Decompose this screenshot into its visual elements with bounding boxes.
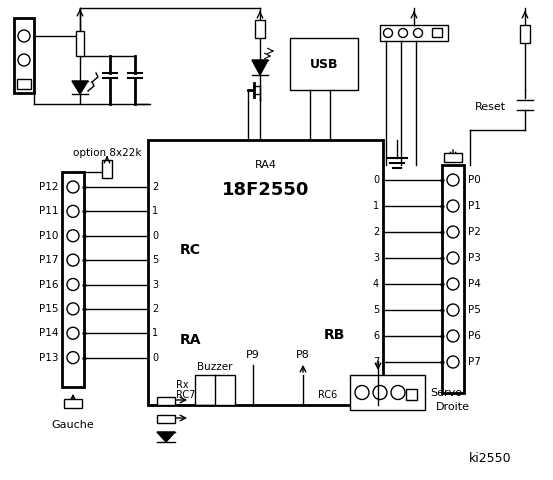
Text: 3: 3 bbox=[373, 253, 379, 263]
Bar bbox=[62, 172, 84, 387]
Text: P2: P2 bbox=[468, 227, 481, 237]
Text: RC6: RC6 bbox=[318, 390, 337, 400]
Text: RC7: RC7 bbox=[176, 390, 195, 400]
Text: P4: P4 bbox=[468, 279, 481, 289]
Text: 1: 1 bbox=[373, 201, 379, 211]
Text: 1: 1 bbox=[152, 328, 158, 338]
Text: P11: P11 bbox=[39, 206, 58, 216]
Text: USB: USB bbox=[310, 58, 338, 71]
Text: 5: 5 bbox=[152, 255, 158, 265]
Text: Droite: Droite bbox=[436, 402, 470, 412]
Bar bbox=[102, 160, 112, 178]
Text: P17: P17 bbox=[39, 255, 58, 265]
Text: P6: P6 bbox=[468, 331, 481, 341]
Bar bbox=[350, 375, 425, 410]
Text: P0: P0 bbox=[468, 175, 481, 185]
Text: P7: P7 bbox=[468, 357, 481, 367]
Bar bbox=[157, 397, 175, 405]
Text: 3: 3 bbox=[152, 279, 158, 289]
Text: option 8x22k: option 8x22k bbox=[73, 148, 141, 158]
Text: RB: RB bbox=[324, 328, 345, 342]
Bar bbox=[148, 140, 383, 405]
Bar bbox=[255, 20, 265, 38]
Text: RA: RA bbox=[180, 333, 201, 347]
Text: 0: 0 bbox=[152, 231, 158, 241]
Bar bbox=[380, 25, 448, 41]
Text: Reset: Reset bbox=[474, 102, 505, 112]
Text: P15: P15 bbox=[39, 304, 58, 314]
Text: 0: 0 bbox=[373, 175, 379, 185]
Text: P14: P14 bbox=[39, 328, 58, 338]
Text: 5: 5 bbox=[373, 305, 379, 315]
Bar bbox=[17, 79, 31, 89]
Bar bbox=[64, 399, 82, 408]
Text: RA4: RA4 bbox=[254, 160, 276, 170]
Text: P5: P5 bbox=[468, 305, 481, 315]
Polygon shape bbox=[157, 432, 175, 442]
Text: Buzzer: Buzzer bbox=[197, 362, 233, 372]
Text: 4: 4 bbox=[373, 279, 379, 289]
Text: 0: 0 bbox=[152, 353, 158, 362]
Text: Gauche: Gauche bbox=[51, 420, 95, 430]
Text: P9: P9 bbox=[246, 350, 260, 360]
Text: P1: P1 bbox=[468, 201, 481, 211]
Text: 2: 2 bbox=[152, 182, 158, 192]
Text: P8: P8 bbox=[296, 350, 310, 360]
Text: 1: 1 bbox=[152, 206, 158, 216]
Text: Rx: Rx bbox=[176, 380, 189, 390]
Text: P3: P3 bbox=[468, 253, 481, 263]
Text: 2: 2 bbox=[152, 304, 158, 314]
Text: 6: 6 bbox=[373, 331, 379, 341]
Text: 18F2550: 18F2550 bbox=[222, 181, 309, 199]
Text: 2: 2 bbox=[373, 227, 379, 237]
Text: RC: RC bbox=[180, 243, 201, 257]
Bar bbox=[520, 25, 530, 43]
Bar bbox=[442, 165, 464, 393]
Polygon shape bbox=[72, 81, 88, 94]
Text: P13: P13 bbox=[39, 353, 58, 362]
Bar bbox=[406, 388, 417, 399]
Text: P16: P16 bbox=[39, 279, 58, 289]
Bar bbox=[14, 18, 34, 93]
Bar bbox=[195, 375, 235, 405]
Bar bbox=[76, 31, 84, 56]
Text: P12: P12 bbox=[39, 182, 58, 192]
Text: Servo: Servo bbox=[430, 387, 462, 397]
Polygon shape bbox=[252, 60, 268, 75]
Bar bbox=[444, 153, 462, 162]
Text: ki2550: ki2550 bbox=[469, 452, 512, 465]
Text: 7: 7 bbox=[373, 357, 379, 367]
Bar bbox=[157, 415, 175, 423]
Text: P10: P10 bbox=[39, 231, 58, 241]
Bar bbox=[432, 28, 442, 37]
Bar bbox=[290, 38, 358, 90]
